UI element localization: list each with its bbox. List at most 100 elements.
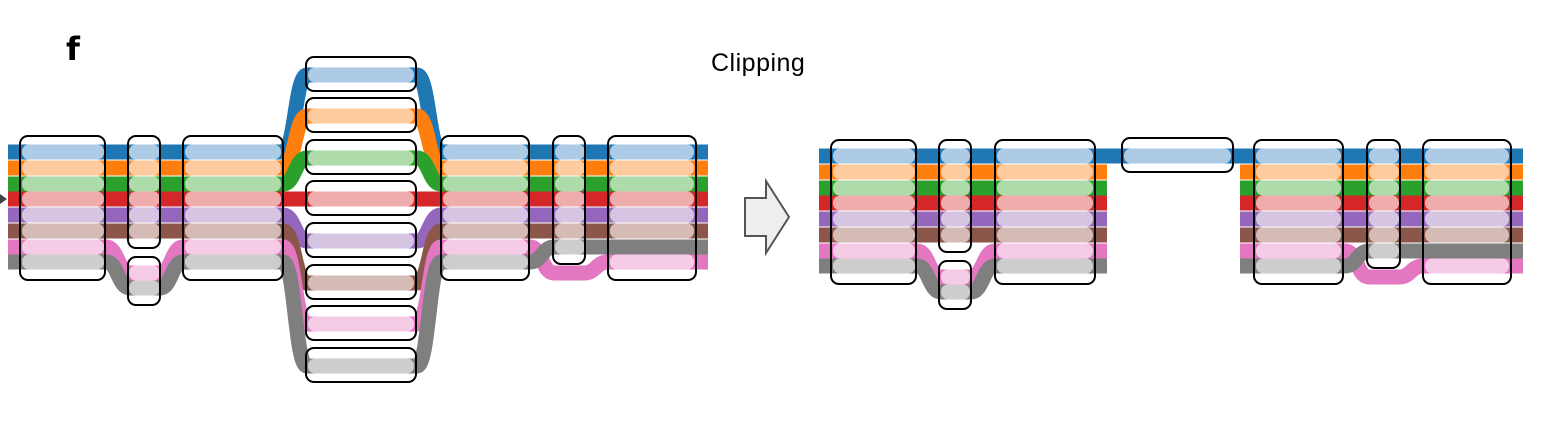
group-box bbox=[830, 139, 917, 285]
after-clipping-diagram bbox=[819, 137, 1523, 310]
node-tint bbox=[22, 254, 104, 270]
group-box bbox=[552, 135, 586, 265]
node-tint bbox=[555, 176, 585, 192]
series-line-8 bbox=[278, 254, 312, 374]
series-line-5 bbox=[414, 207, 444, 249]
node-tint bbox=[555, 144, 585, 160]
node-tint bbox=[185, 207, 281, 223]
group-box bbox=[1366, 139, 1401, 269]
node-tint bbox=[1256, 243, 1341, 259]
node-tint bbox=[308, 67, 414, 83]
node-tint bbox=[997, 243, 1093, 259]
node-tint bbox=[185, 160, 281, 176]
group-box bbox=[938, 260, 972, 310]
group-box bbox=[19, 135, 106, 281]
group-box bbox=[1422, 139, 1512, 285]
node-tint bbox=[1425, 227, 1509, 243]
group-box bbox=[127, 256, 161, 306]
node-tint bbox=[1256, 148, 1341, 164]
right-arrow-icon bbox=[744, 177, 791, 257]
series-line-7 bbox=[1398, 258, 1424, 285]
node-tint bbox=[1425, 258, 1509, 274]
node-tint bbox=[443, 239, 528, 255]
node-tint bbox=[1369, 243, 1399, 259]
node-tint bbox=[610, 160, 694, 176]
node-tint bbox=[997, 180, 1093, 196]
node-tint bbox=[610, 176, 694, 192]
node-tint bbox=[22, 191, 104, 207]
node-tint bbox=[555, 239, 585, 255]
single-node-box bbox=[305, 56, 417, 92]
single-node-box bbox=[305, 222, 417, 258]
node-tint bbox=[941, 284, 970, 300]
series-line-7 bbox=[583, 254, 609, 281]
node-tint bbox=[1256, 258, 1341, 274]
series-line-8 bbox=[968, 258, 998, 300]
node-tint bbox=[610, 191, 694, 207]
node-tint bbox=[185, 144, 281, 160]
node-tint bbox=[941, 269, 970, 285]
single-node-box bbox=[305, 97, 417, 133]
node-tint bbox=[941, 211, 970, 227]
node-tint bbox=[22, 160, 104, 176]
node-tint bbox=[941, 164, 970, 180]
node-tint bbox=[185, 254, 281, 270]
node-tint bbox=[997, 148, 1093, 164]
series-line-8 bbox=[528, 239, 556, 270]
node-tint bbox=[833, 164, 915, 180]
series-line-8 bbox=[157, 254, 186, 296]
node-tint bbox=[610, 207, 694, 223]
node-tint bbox=[308, 275, 414, 291]
node-tint bbox=[443, 254, 528, 270]
node-tint bbox=[941, 195, 970, 211]
node-tint bbox=[1369, 227, 1399, 243]
node-tint bbox=[997, 258, 1093, 274]
node-tint bbox=[610, 144, 694, 160]
node-tint bbox=[1369, 164, 1399, 180]
group-box bbox=[1253, 139, 1344, 285]
node-tint bbox=[443, 160, 528, 176]
node-tint bbox=[1425, 164, 1509, 180]
node-tint bbox=[833, 211, 915, 227]
series-line-8 bbox=[412, 254, 446, 374]
node-tint bbox=[129, 280, 160, 296]
node-tint bbox=[833, 195, 915, 211]
node-tint bbox=[1256, 227, 1341, 243]
node-tint bbox=[308, 233, 414, 249]
node-tint bbox=[833, 243, 915, 259]
node-tint bbox=[941, 227, 970, 243]
node-tint bbox=[555, 160, 585, 176]
node-tint bbox=[1425, 180, 1509, 196]
node-tint bbox=[185, 191, 281, 207]
node-tint bbox=[443, 144, 528, 160]
node-tint bbox=[1369, 180, 1399, 196]
node-tint bbox=[22, 223, 104, 239]
node-tint bbox=[129, 265, 160, 281]
node-tint bbox=[185, 176, 281, 192]
node-tint bbox=[610, 254, 694, 270]
series-line-2 bbox=[279, 108, 311, 176]
series-line-7 bbox=[968, 243, 998, 285]
before-clipping-diagram bbox=[0, 56, 708, 383]
node-tint bbox=[997, 211, 1093, 227]
left-edge-arrow bbox=[0, 194, 7, 204]
node-tint bbox=[1256, 180, 1341, 196]
node-tint bbox=[443, 223, 528, 239]
single-node-box bbox=[305, 347, 417, 383]
node-tint bbox=[22, 144, 104, 160]
single-node-box bbox=[1121, 137, 1234, 173]
node-tint bbox=[443, 207, 528, 223]
node-tint bbox=[941, 180, 970, 196]
node-tint bbox=[997, 227, 1093, 243]
node-tint bbox=[1256, 164, 1341, 180]
operation-label: Clipping bbox=[711, 49, 806, 77]
node-tint bbox=[1369, 211, 1399, 227]
node-tint bbox=[833, 258, 915, 274]
node-tint bbox=[22, 176, 104, 192]
group-box bbox=[938, 139, 972, 253]
node-tint bbox=[22, 207, 104, 223]
node-tint bbox=[308, 150, 414, 166]
group-box bbox=[994, 139, 1096, 285]
node-tint bbox=[129, 176, 160, 192]
